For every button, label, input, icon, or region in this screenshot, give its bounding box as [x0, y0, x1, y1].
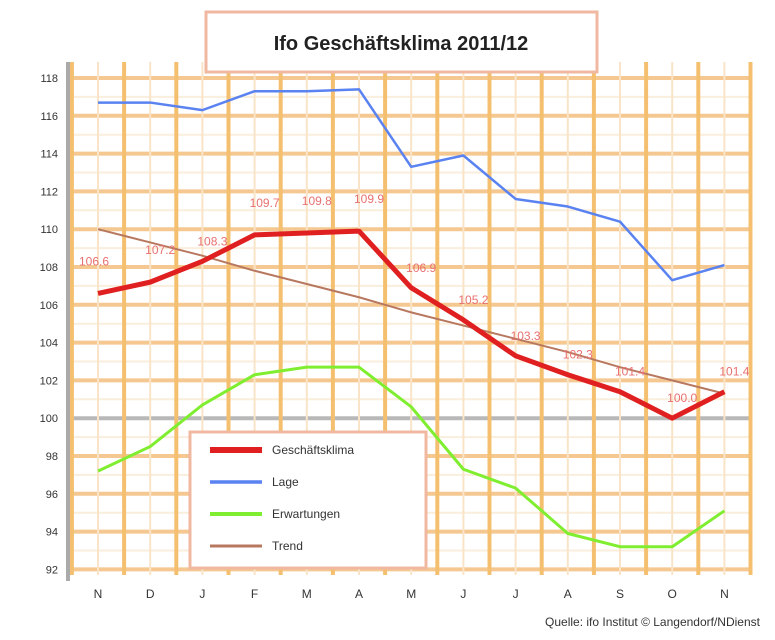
series-line-lage — [98, 88, 725, 282]
y-tick-label: 98 — [46, 451, 58, 463]
y-tick-label: 92 — [46, 564, 58, 576]
data-label: 106.6 — [79, 254, 109, 268]
data-label: 109.7 — [250, 196, 280, 210]
data-label: 103.3 — [511, 329, 541, 343]
legend: Geschäftsklima Lage Erwartungen Trend — [188, 430, 428, 570]
x-tick-label: M — [302, 587, 312, 601]
chart-title: Ifo Geschäftsklima 2011/12 — [274, 33, 529, 55]
data-label: 108.3 — [197, 234, 227, 248]
series-line-erwartungen — [97, 365, 726, 549]
data-labels: 106.6 107.2 108.3 109.7 109.8 109.9 106.9 105.2… — [79, 192, 750, 405]
y-tick-label: 108 — [40, 262, 58, 274]
legend-label: Trend — [272, 539, 303, 553]
source-note: Quelle: ifo Institut © Langendorf/NDiens… — [545, 615, 761, 629]
data-label: 100.0 — [667, 391, 697, 405]
y-tick-label: 118 — [40, 73, 58, 85]
y-tick-label: 106 — [40, 300, 58, 312]
x-tick-label: N — [94, 587, 103, 601]
legend-label: Geschäftsklima — [272, 443, 354, 457]
axes: 118 116 114 112 110 108 106 104 102 100 98 96 94 92 N D… — [40, 62, 729, 601]
y-tick-label: 114 — [40, 149, 58, 161]
legend-label: Lage — [272, 475, 299, 489]
x-tick-label: M — [406, 587, 416, 601]
x-tick-label: A — [355, 587, 363, 601]
series-line-trend — [97, 228, 725, 395]
data-label: 107.2 — [145, 243, 175, 257]
data-label: 109.8 — [302, 194, 332, 208]
series-line-geschäftsklima — [97, 228, 726, 421]
data-label: 101.4 — [719, 365, 749, 379]
y-tick-label: 96 — [46, 489, 58, 501]
y-tick-label: 104 — [40, 338, 58, 350]
x-tick-label: N — [720, 587, 729, 601]
data-label: 106.9 — [406, 261, 436, 275]
x-tick-label: A — [564, 587, 572, 601]
x-tick-label: O — [668, 587, 677, 601]
y-tick-label: 116 — [40, 111, 58, 123]
x-tick-label: S — [616, 587, 624, 601]
series-lines — [97, 88, 726, 549]
x-tick-label: J — [513, 587, 519, 601]
y-tick-label: 100 — [40, 413, 58, 425]
x-tick-label: J — [460, 587, 466, 601]
legend-label: Erwartungen — [272, 507, 340, 521]
x-tick-label: F — [251, 587, 258, 601]
y-tick-label: 110 — [40, 224, 58, 236]
y-tick-label: 94 — [46, 527, 58, 539]
data-label: 101.4 — [615, 365, 645, 379]
x-tick-label: D — [146, 587, 155, 601]
x-tick-label: J — [199, 587, 205, 601]
title-box: Ifo Geschäftsklima 2011/12 — [204, 10, 599, 74]
data-label: 109.9 — [354, 192, 384, 206]
y-tick-label: 112 — [40, 186, 58, 198]
y-tick-label: 102 — [40, 375, 58, 387]
data-label: 105.2 — [458, 293, 488, 307]
data-label: 102.3 — [563, 348, 593, 362]
